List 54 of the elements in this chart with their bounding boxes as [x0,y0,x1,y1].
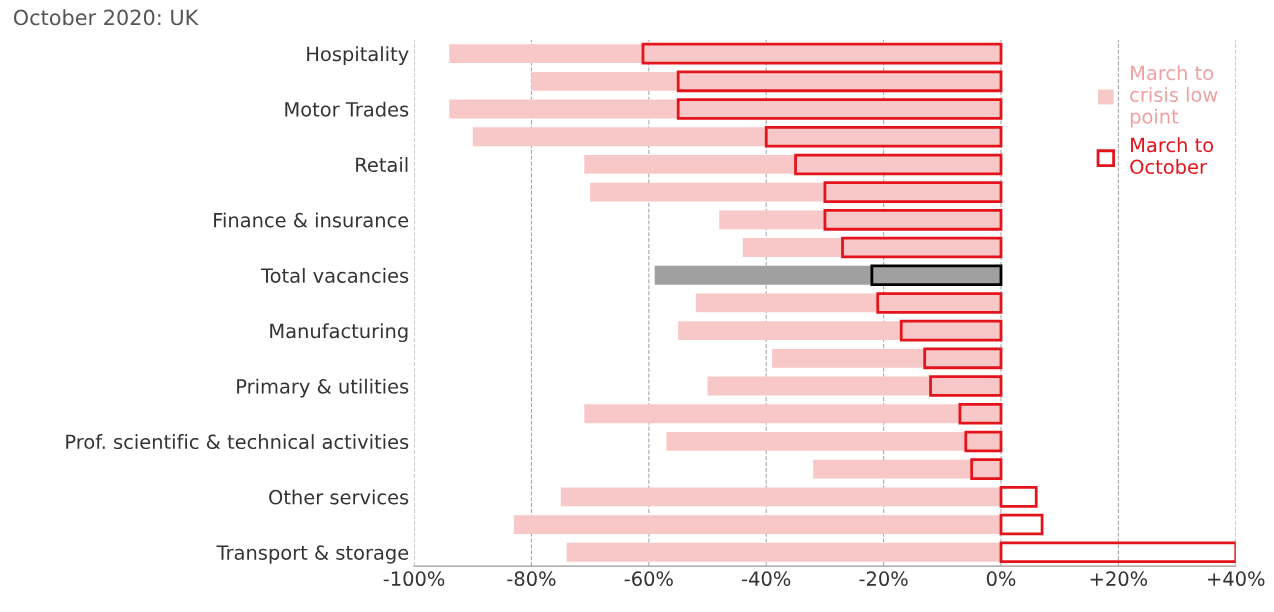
bar [676,98,1003,120]
x-tick-label: -100% [383,571,445,587]
y-tick-label: Finance & insurance [214,212,409,228]
bar [707,376,1001,396]
bar [566,542,1001,562]
bar [999,541,1236,564]
bar [772,348,1001,368]
bar [584,155,1001,174]
y-tick-label: Retail [356,157,408,173]
bar [841,236,1003,259]
x-tick-label: 0% [986,571,1016,587]
bar [590,182,1001,202]
y-tick-label: Motor Trades [285,101,409,117]
bar [923,347,1003,370]
bar [678,321,1001,341]
bar [794,153,1003,176]
y-tick-label: Manufacturing [270,323,408,343]
y-tick-label: Transport & storage [216,545,409,564]
x-tick-label: -80% [507,571,556,587]
x-tick-label: +40% [1208,571,1265,587]
bar [964,430,1003,453]
bar [666,432,1001,451]
x-tick-label: -20% [859,571,908,587]
bar [813,459,1001,479]
y-tick-label: Primary & utilities [237,378,409,398]
bar [999,513,1044,536]
bar [584,404,1001,424]
bar [676,70,1003,93]
bar [970,458,1003,480]
bar [641,42,1003,65]
bar [719,210,1001,230]
bar [958,402,1003,425]
x-tick-label: -40% [742,571,791,587]
bar [823,181,1003,203]
bar [899,319,1003,342]
bar [870,264,1003,287]
y-tick-label: Prof. scientific & technical activities [66,434,409,450]
bar [764,125,1003,148]
legend-label: March to crisis low point [1130,65,1218,128]
y-tick-label: Other services [269,489,409,505]
x-tick-label: +20% [1090,571,1148,587]
text: October 2020: UK [13,9,199,26]
bar [695,293,1001,313]
bar [999,486,1038,508]
bar [876,292,1003,314]
y-tick-label: Hospitality [307,46,409,66]
bar [929,375,1003,397]
bar [560,487,1001,507]
x-tick-label: -60% [624,571,673,587]
bar [472,127,1001,147]
legend-label: March to October [1130,137,1214,175]
bar [823,209,1003,231]
y-tick-label: Total vacancies [261,267,409,283]
bar [513,515,1001,534]
